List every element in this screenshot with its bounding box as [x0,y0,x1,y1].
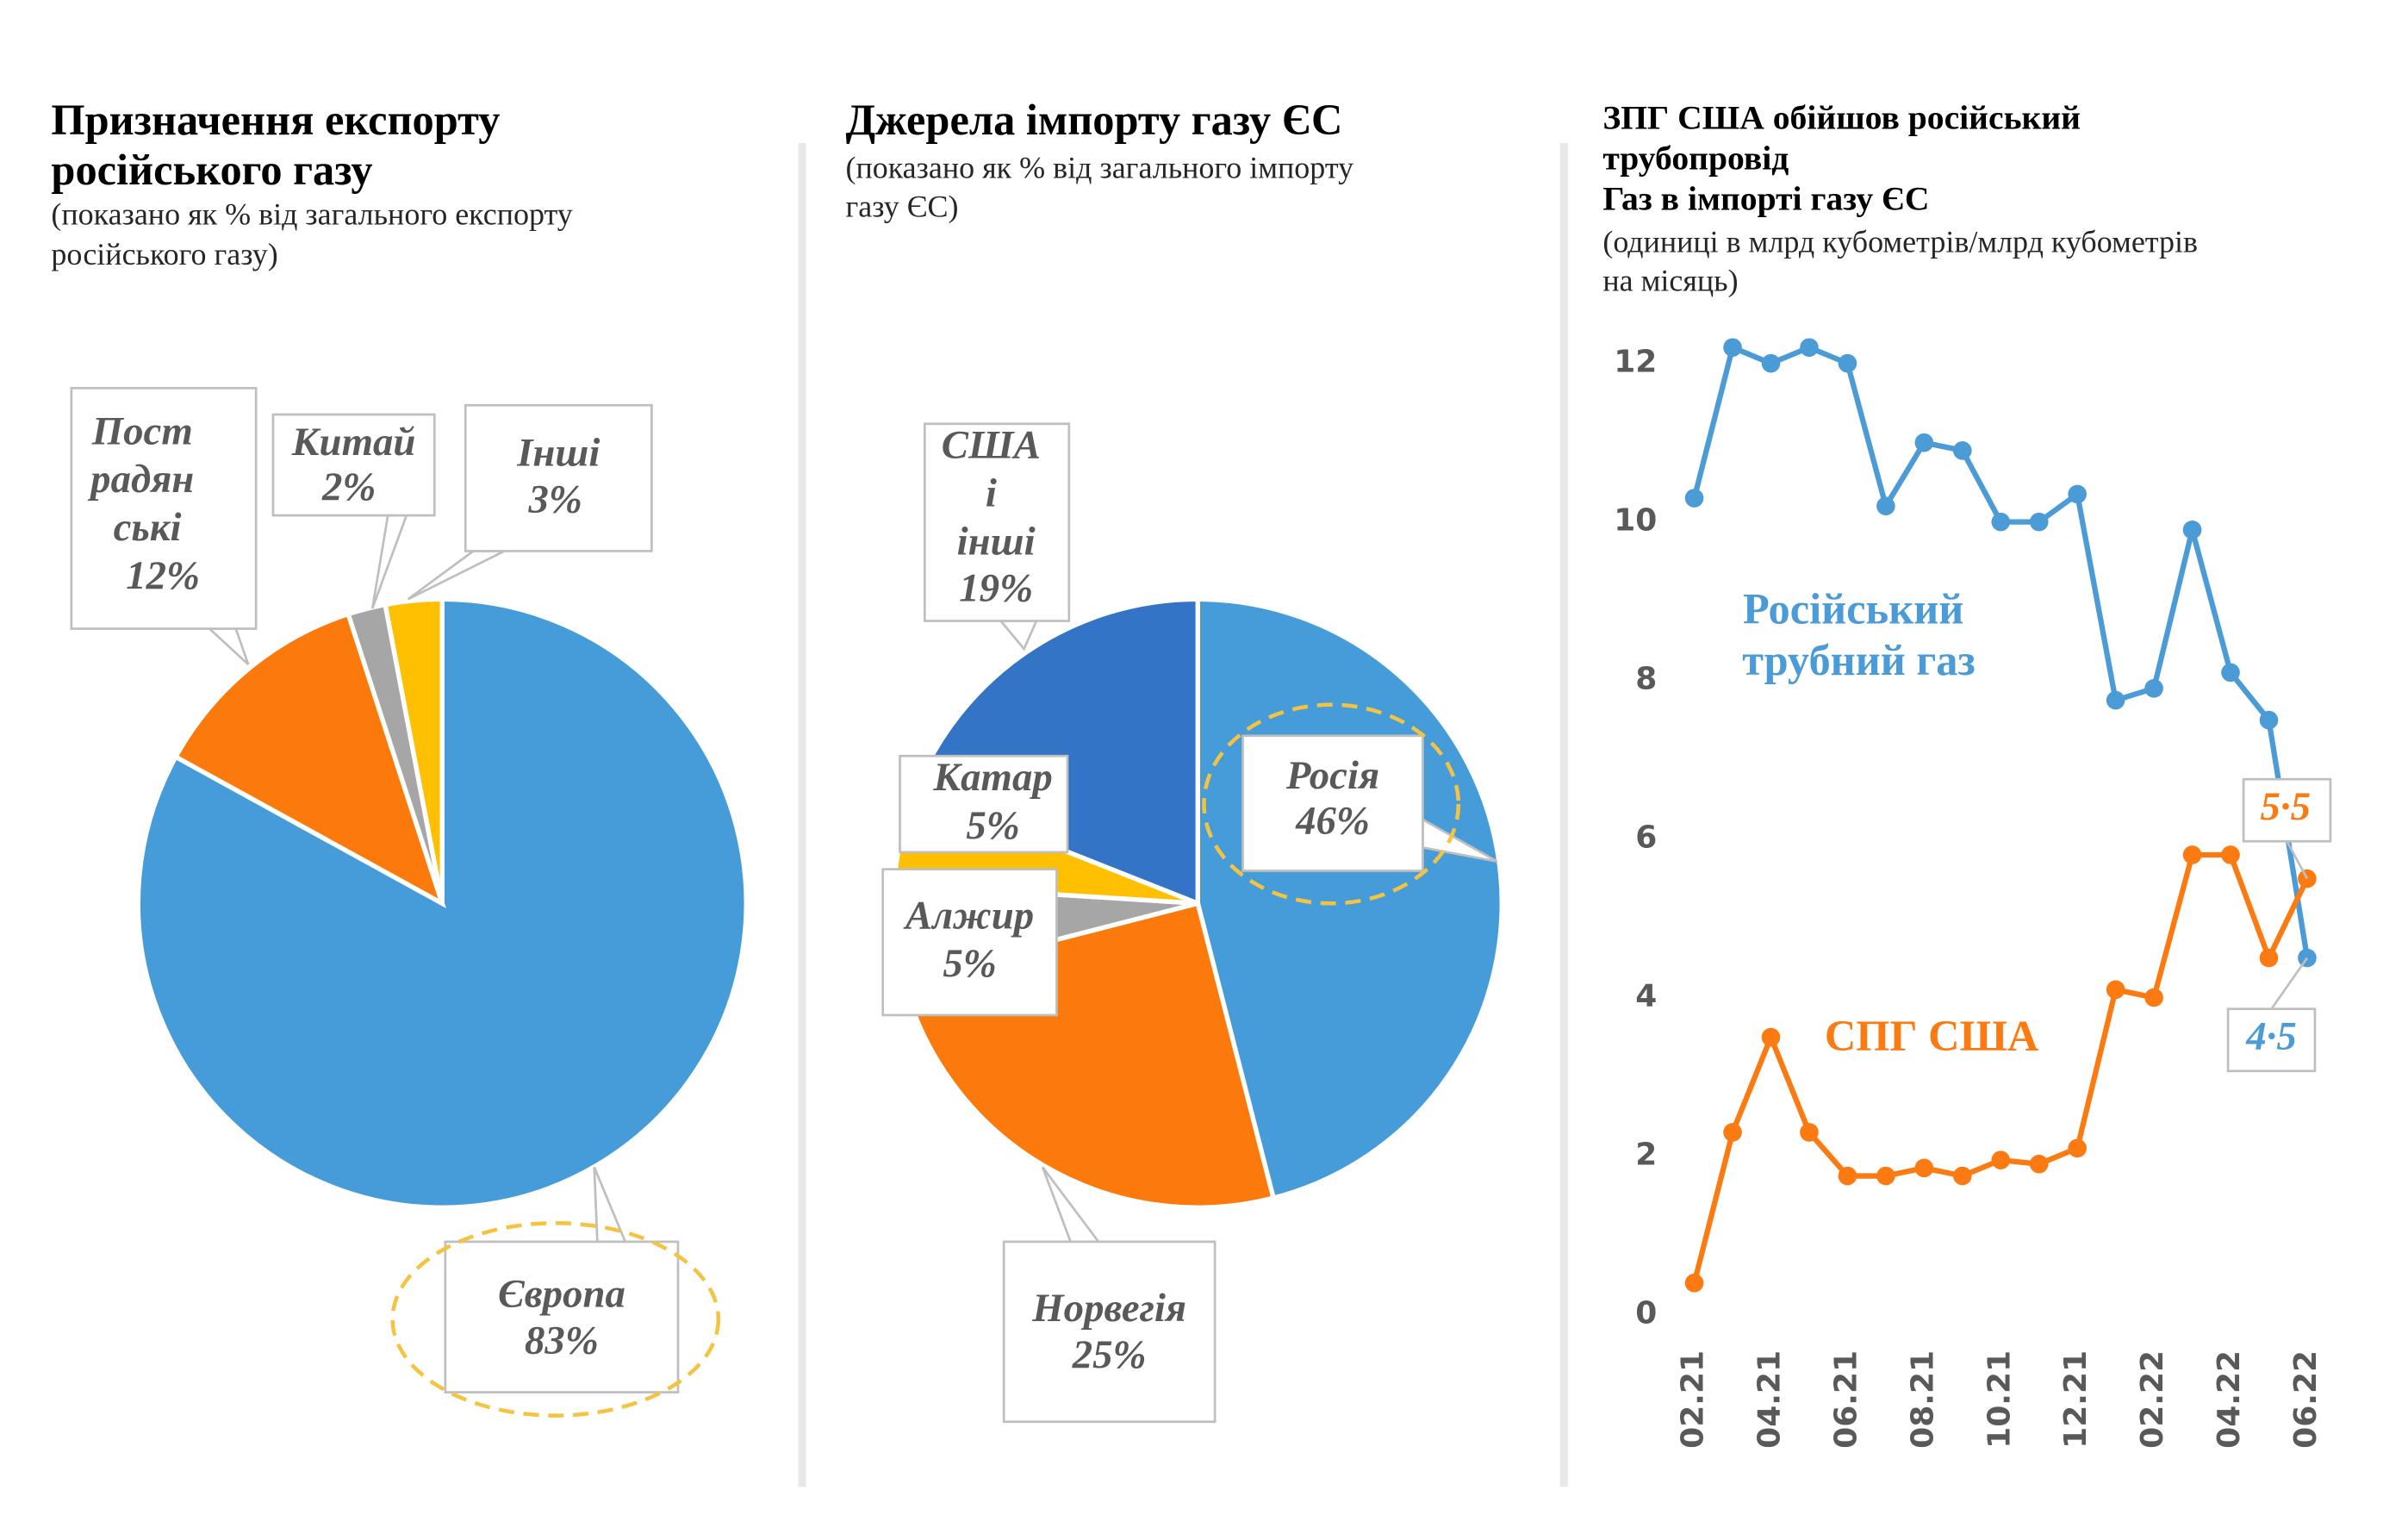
point [2029,1154,2049,1174]
point [2221,845,2240,864]
slice-value-label: 5% [943,941,996,986]
y-tick-label: 0 [1635,1296,1657,1331]
point [2068,484,2087,504]
point [2259,710,2279,730]
point [2106,980,2125,1000]
point [1684,489,1704,508]
slice-label: США і інші [942,422,1051,564]
x-tick-label: 04.22 [2212,1350,2247,1449]
slice-label: Норвегія [1031,1286,1186,1331]
point [2068,1138,2087,1158]
pie-slice [382,596,445,904]
x-tick-label: 06.22 [2288,1350,2324,1449]
slice-label: Китай [291,420,416,464]
slice-value-label: 5% [966,803,1019,848]
point [1991,512,2011,532]
point [1800,1123,1819,1142]
label-box [899,754,1069,854]
highlight-ellipse [390,1221,721,1418]
series-label: Російський трубний газ [1742,584,1976,683]
point [1684,1273,1704,1293]
chart-title: ЗПГ США обійшов російський трубопровід Г… [1602,99,2089,218]
pie-slice [912,596,1200,907]
y-tick-label: 6 [1635,820,1657,856]
point [1761,353,1781,373]
point [2182,521,2202,539]
point [1838,353,1857,373]
point [2106,690,2125,710]
slice-label: Пост радян ські [87,408,204,550]
x-tick-label: 02.22 [2135,1350,2170,1449]
point [1723,338,1742,358]
x-tick-label: 04.21 [1752,1350,1788,1449]
label-box [1002,1240,1216,1424]
y-tick-label: 4 [1635,979,1657,1014]
y-tick-label: 12 [1614,345,1657,380]
y-tick-label: 2 [1635,1138,1657,1173]
chart-title: Джерела імпорту газу ЄС [845,96,1342,144]
slice-value-label: 25% [1072,1332,1147,1377]
label-box [464,403,653,552]
label-box [444,1240,680,1393]
point [1876,496,1895,516]
chart-subtitle: (показано як % від загального імпорту га… [845,151,1361,224]
point [1876,1166,1895,1186]
label-box [2226,1007,2317,1073]
label-box [1241,734,1424,872]
point [2144,988,2163,1007]
pie-slice [172,611,446,908]
label-box [881,868,1058,1017]
x-tick-label: 06.21 [1828,1350,1864,1449]
y-tick-label: 10 [1614,503,1657,539]
label-box [923,422,1071,622]
point [1952,1166,1972,1186]
point [1914,433,1934,452]
label-box [70,387,258,630]
x-tick-label: 10.21 [1982,1350,2017,1449]
point [2029,512,2049,532]
slice-label: Росія [1285,753,1379,798]
slice-value-label: 46% [1295,798,1370,843]
slice-value-label: 19% [959,565,1033,610]
point [2221,663,2240,683]
x-tick-label: 12.21 [2058,1350,2094,1449]
point [1723,1123,1742,1142]
point [1991,1150,2011,1169]
point [2259,948,2279,968]
chart-subtitle: (показано як % від загального експорту р… [51,197,580,272]
x-tick-label: 02.21 [1676,1350,1711,1449]
slice-label: Катар [932,755,1052,800]
slice-label: Європа [498,1271,625,1316]
callout-line [2270,957,2309,1010]
chart-subtitle: (одиниці в млрд кубометрів/млрд кубометр… [1602,225,2206,298]
label-box [2242,777,2332,843]
value-label: 4·5 [2245,1014,2297,1059]
point [1761,1027,1781,1047]
chart-title: Призначення експорту російського газу [51,96,511,194]
highlight-ellipse [1202,702,1461,906]
callout-line [2286,840,2309,880]
point [2144,678,2163,698]
series-label: СПГ США [1825,1011,2039,1059]
slice-value-label: 3% [528,477,582,521]
point [1952,441,1972,460]
point [1838,1166,1857,1186]
slice-value-label: 2% [321,464,376,509]
label-box [271,413,436,517]
slice-label: Інші [516,430,600,475]
slice-value-label: 83% [525,1318,599,1362]
x-tick-label: 08.21 [1905,1350,1940,1449]
slice-value-label: 12% [126,553,200,598]
point [1800,338,1819,358]
slice-label: Алжир [903,893,1034,938]
y-tick-label: 8 [1635,662,1657,697]
point [2182,845,2202,864]
point [1914,1158,1934,1178]
value-label: 5·5 [2260,784,2311,829]
